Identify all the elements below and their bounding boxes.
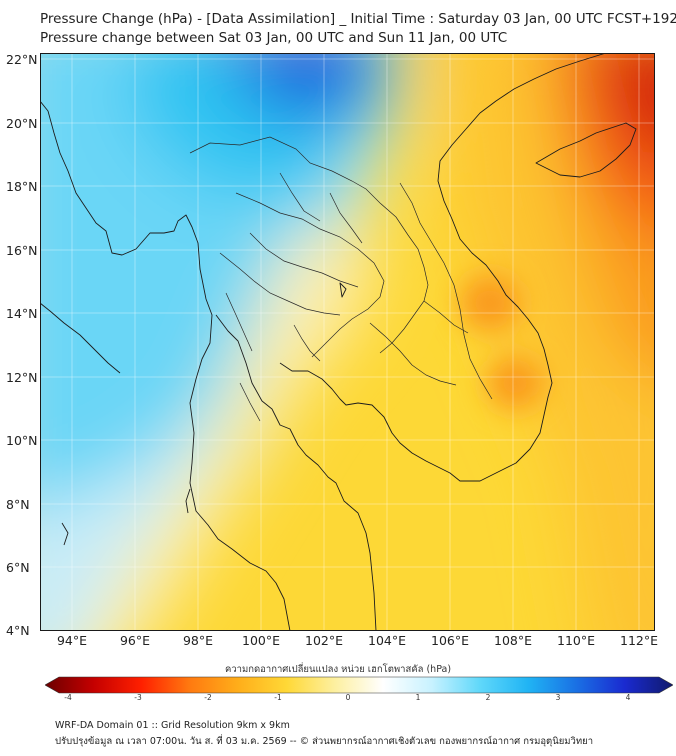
map-frame: [40, 53, 655, 631]
lat-label-20n: 20°N: [6, 116, 38, 131]
credit-line: ปรับปรุงข้อมูล ณ เวลา 07:00น. วัน ส. ที่…: [55, 736, 594, 747]
colorbar-tick-neg4: -4: [64, 693, 72, 702]
lon-label-108e: 108°E: [493, 633, 533, 648]
lat-label-14n: 14°N: [6, 306, 38, 321]
colorbar: [45, 676, 673, 694]
colorbar-tick-3: 3: [555, 693, 561, 702]
lat-label-12n: 12°N: [6, 370, 38, 385]
lon-label-96e: 96°E: [119, 633, 151, 648]
model-info: WRF-DA Domain 01 :: Grid Resolution 9km …: [55, 720, 290, 731]
colorbar-tick-1: 1: [415, 693, 421, 702]
map-panel[interactable]: [40, 53, 655, 631]
lon-label-106e: 106°E: [430, 633, 470, 648]
coastlines: [40, 53, 637, 631]
lon-label-110e: 110°E: [556, 633, 596, 648]
colorbar-tick-0: 0: [345, 693, 351, 702]
colorbar-caption: ความกดอากาศเปลี่ยนแปลง หน่วย เฮกโตพาสคัล…: [224, 664, 452, 675]
lat-label-8n: 8°N: [6, 497, 30, 512]
colorbar-tick-neg1: -1: [274, 693, 282, 702]
graticule: [40, 53, 655, 631]
chart-subtitle: Pressure change between Sat 03 Jan, 00 U…: [40, 30, 508, 46]
colorbar-tick-4: 4: [625, 693, 631, 702]
lon-label-112e: 112°E: [619, 633, 659, 648]
chart-title: Pressure Change (hPa) - [Data Assimilati…: [40, 11, 676, 27]
lat-label-16n: 16°N: [6, 243, 38, 258]
lon-label-94e: 94°E: [56, 633, 88, 648]
colorbar-tick-neg3: -3: [134, 693, 142, 702]
colorbar-tick-2: 2: [485, 693, 491, 702]
lat-label-6n: 6°N: [6, 560, 30, 575]
lat-label-22n: 22°N: [6, 52, 38, 67]
lon-label-104e: 104°E: [367, 633, 407, 648]
province-borders: [189, 136, 493, 422]
colorbar-gradient: [45, 676, 673, 694]
lon-label-100e: 100°E: [241, 633, 281, 648]
pressure-change-map[interactable]: [40, 53, 655, 631]
colorbar-tick-neg2: -2: [204, 693, 212, 702]
lon-label-98e: 98°E: [182, 633, 214, 648]
lat-label-4n: 4°N: [6, 623, 30, 638]
local-pressure-minima: [460, 275, 543, 409]
lon-label-102e: 102°E: [304, 633, 344, 648]
lat-label-10n: 10°N: [6, 433, 38, 448]
lat-label-18n: 18°N: [6, 179, 38, 194]
